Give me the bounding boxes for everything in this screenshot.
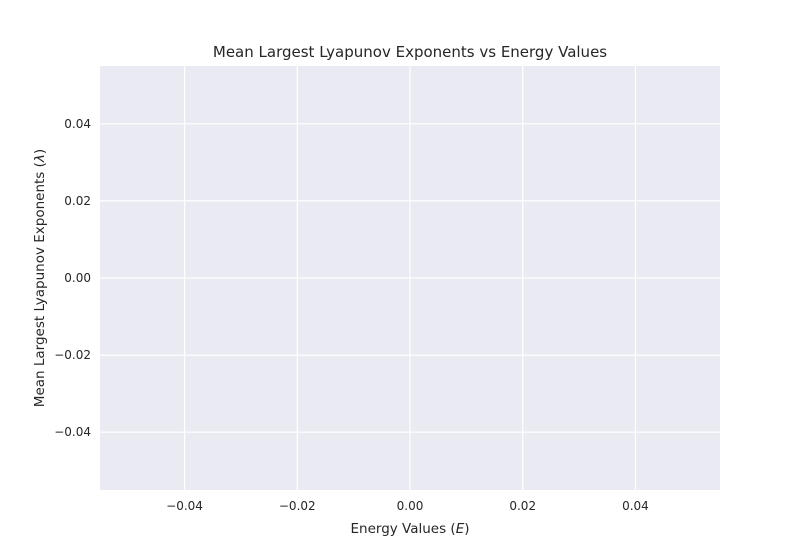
x-tick-labels: −0.04 −0.02 0.00 0.02 0.04 — [166, 499, 649, 513]
x-axis-label-text: Energy Values ( — [350, 521, 455, 537]
x-axis-label-suffix: ) — [464, 521, 469, 537]
chart-title: Mean Largest Lyapunov Exponents vs Energ… — [213, 43, 607, 61]
x-tick-label: 0.02 — [509, 499, 536, 513]
y-tick-label: 0.02 — [64, 194, 91, 208]
x-tick-label: 0.00 — [397, 499, 424, 513]
y-axis-label: Mean Largest Lyapunov Exponents (λ) — [32, 149, 48, 407]
y-axis-label-text: Mean Largest Lyapunov Exponents ( — [32, 162, 48, 407]
x-axis-label-symbol: E — [456, 521, 465, 537]
x-tick-label: 0.04 — [622, 499, 649, 513]
y-tick-label: 0.00 — [64, 271, 91, 285]
y-tick-label: −0.02 — [54, 348, 91, 362]
x-tick-label: −0.04 — [166, 499, 203, 513]
x-axis-label: Energy Values (E) — [350, 521, 469, 537]
x-tick-label: −0.02 — [279, 499, 316, 513]
y-axis-label-suffix: ) — [32, 149, 48, 154]
y-tick-labels: 0.04 0.02 0.00 −0.02 −0.04 — [54, 117, 91, 439]
y-tick-label: −0.04 — [54, 425, 91, 439]
y-gridlines — [100, 123, 720, 433]
y-axis-label-symbol: λ — [32, 154, 48, 163]
y-tick-label: 0.04 — [64, 117, 91, 131]
